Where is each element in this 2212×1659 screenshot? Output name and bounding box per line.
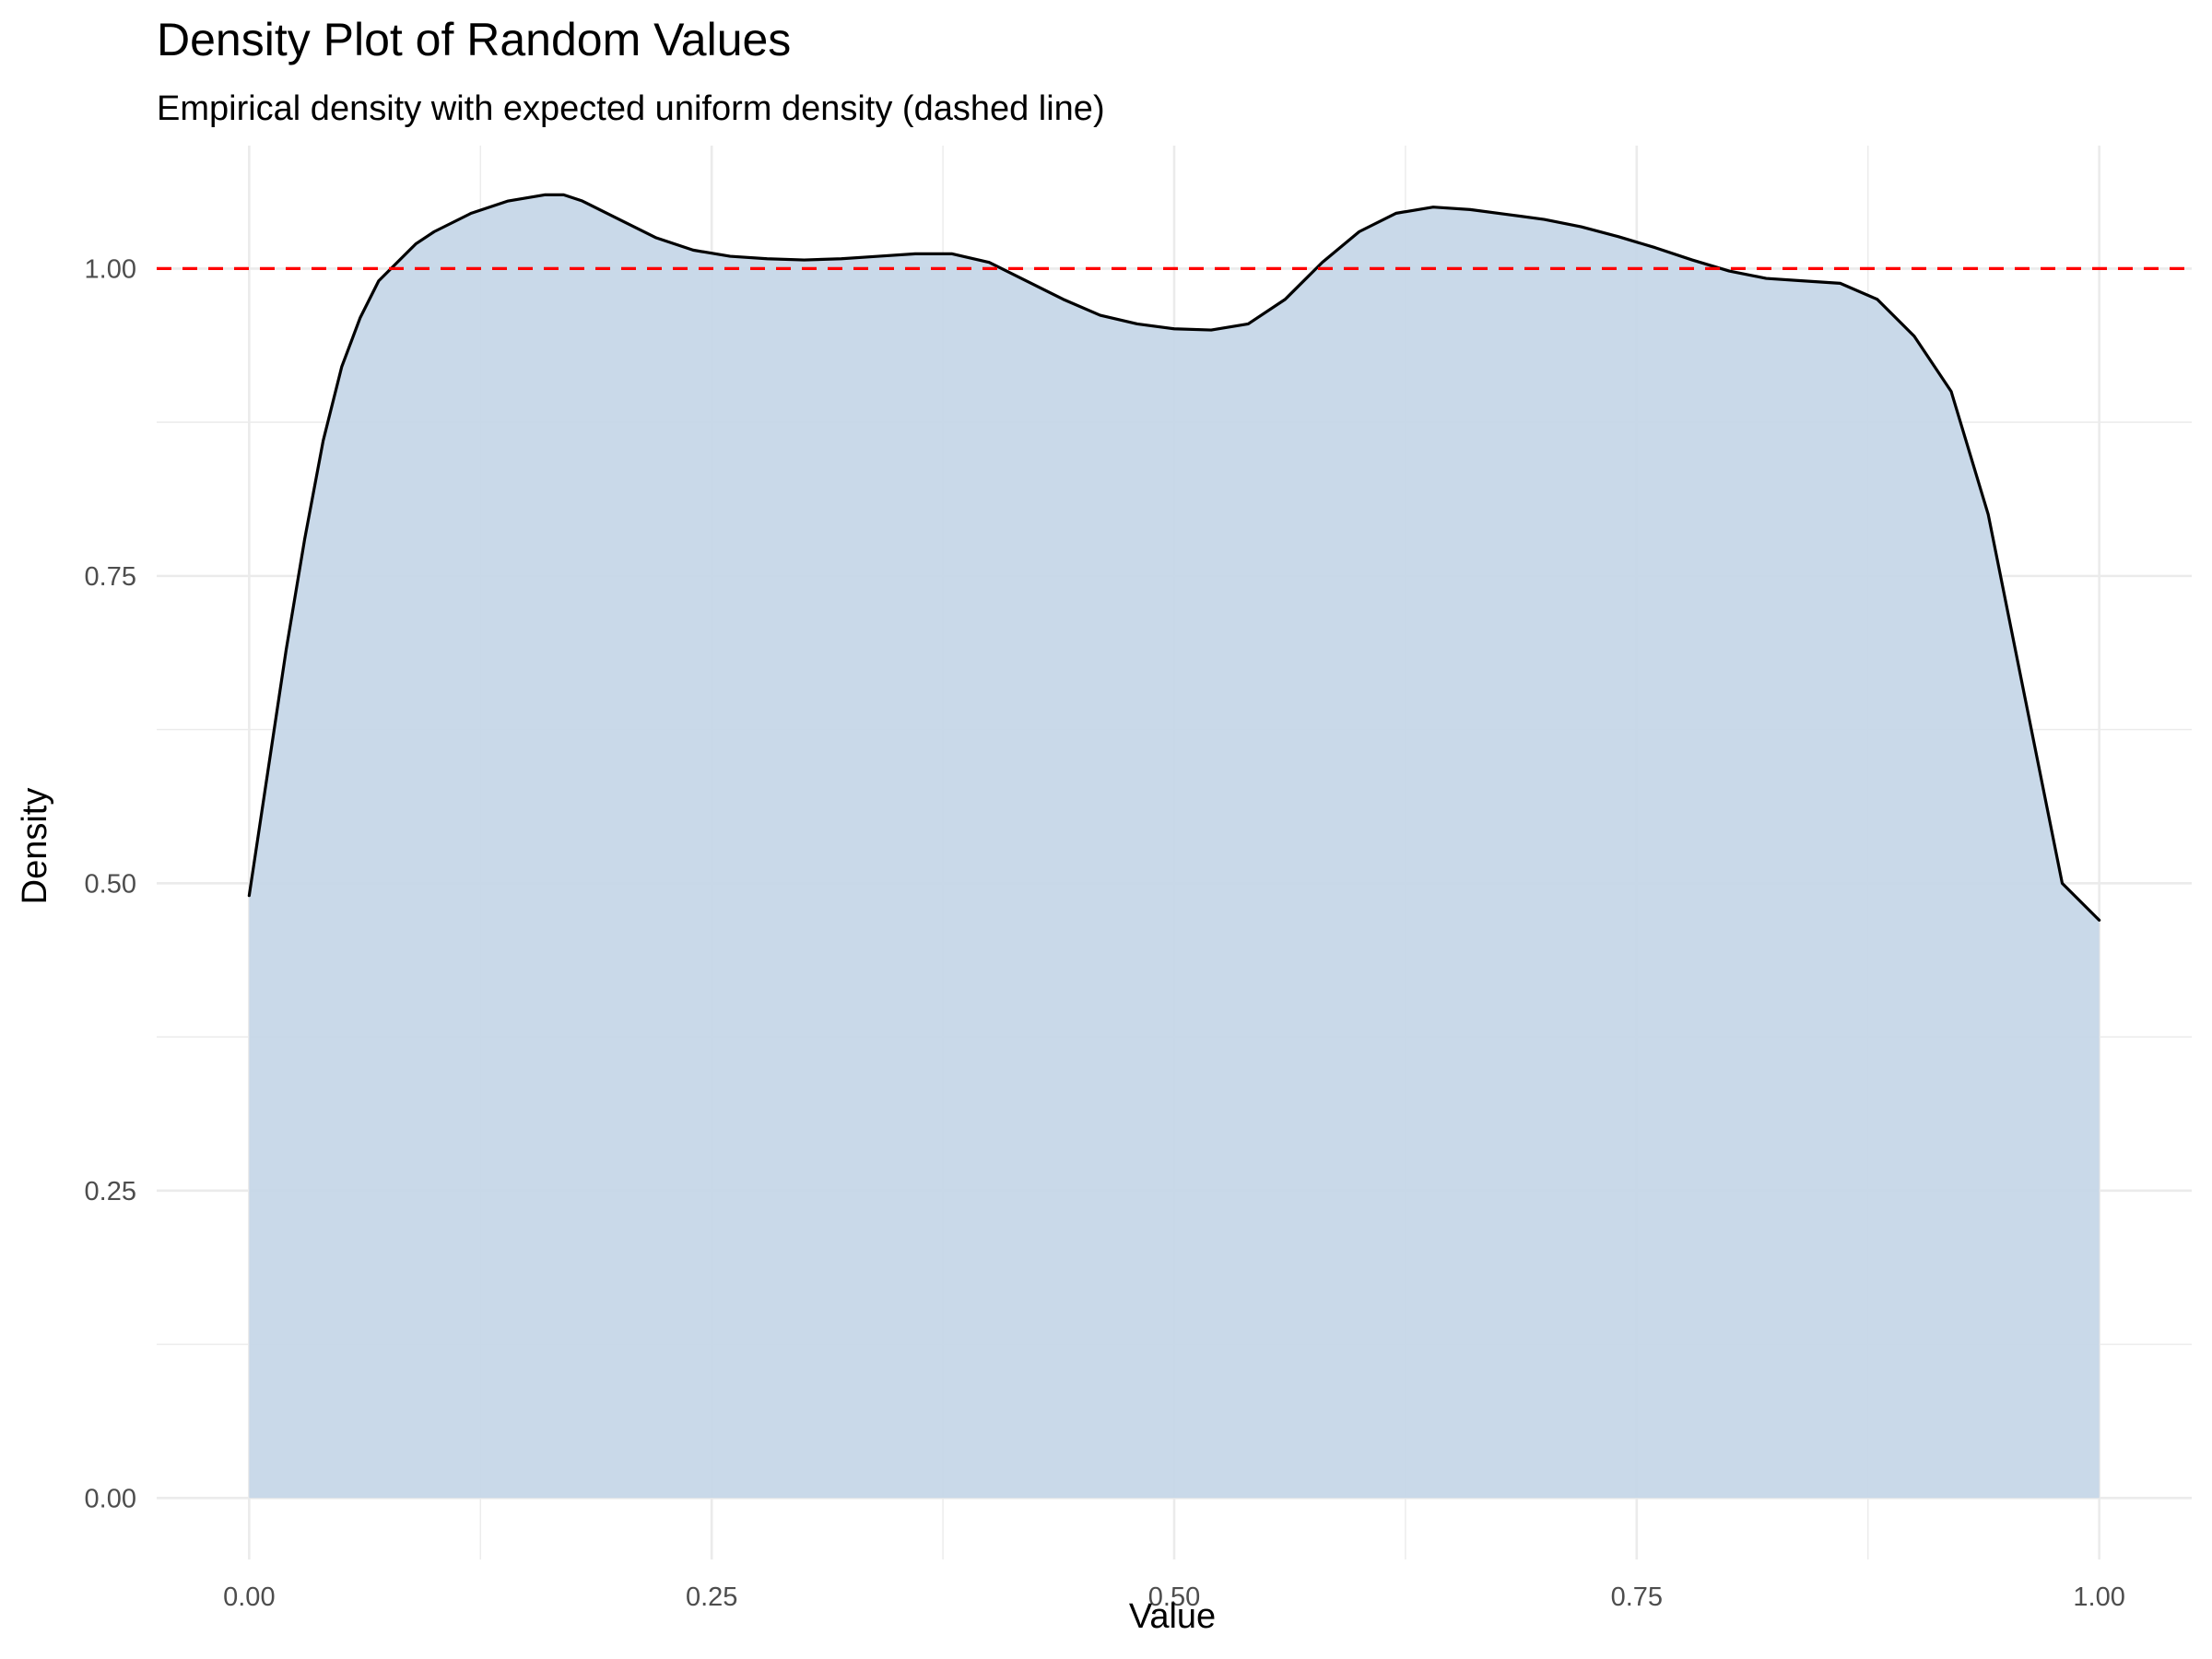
y-tick-label: 0.75 xyxy=(85,562,136,592)
data-layer xyxy=(247,193,2101,1499)
chart-subtitle: Empirical density with expected uniform … xyxy=(157,89,1105,128)
y-tick-label: 0.00 xyxy=(85,1484,136,1513)
y-tick-label: 1.00 xyxy=(85,254,136,284)
y-axis-title: Density xyxy=(16,788,54,905)
density-area xyxy=(249,194,2100,1499)
x-tick-label: 1.00 xyxy=(2073,1583,2124,1612)
x-axis-ticks: 0.00 0.25 0.50 0.75 1.00 xyxy=(223,1583,2125,1612)
y-axis-ticks: 0.00 0.25 0.50 0.75 1.00 xyxy=(85,254,136,1513)
x-tick-label: 0.00 xyxy=(223,1583,275,1612)
chart-title: Density Plot of Random Values xyxy=(157,14,791,65)
density-curve xyxy=(247,193,2101,922)
x-tick-label: 0.50 xyxy=(1148,1583,1200,1612)
y-tick-label: 0.50 xyxy=(85,869,136,899)
x-axis-title: Value xyxy=(1129,1597,1216,1636)
x-tick-label: 0.75 xyxy=(1611,1583,1663,1612)
plot-panel xyxy=(157,146,2192,1559)
y-tick-label: 0.25 xyxy=(85,1177,136,1206)
x-tick-label: 0.25 xyxy=(686,1583,737,1612)
